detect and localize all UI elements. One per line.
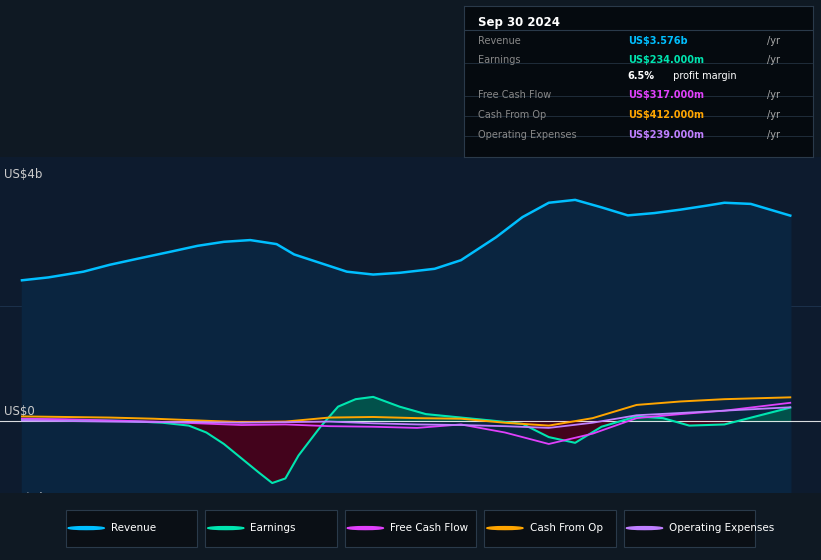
Circle shape [68, 526, 104, 530]
FancyBboxPatch shape [66, 510, 197, 547]
Text: US$239.000m: US$239.000m [628, 129, 704, 139]
Text: /yr: /yr [768, 129, 781, 139]
Text: /yr: /yr [768, 90, 781, 100]
FancyBboxPatch shape [345, 510, 476, 547]
Circle shape [487, 526, 523, 530]
Text: US$412.000m: US$412.000m [628, 110, 704, 120]
Text: US$0: US$0 [4, 405, 34, 418]
Text: Operating Expenses: Operating Expenses [478, 129, 576, 139]
FancyBboxPatch shape [205, 510, 337, 547]
Text: US$317.000m: US$317.000m [628, 90, 704, 100]
Text: Operating Expenses: Operating Expenses [669, 523, 774, 533]
Text: Earnings: Earnings [478, 55, 521, 66]
Text: -US$1b: -US$1b [4, 492, 47, 505]
Circle shape [347, 526, 383, 530]
Text: /yr: /yr [768, 110, 781, 120]
Text: US$3.576b: US$3.576b [628, 36, 687, 46]
Text: Cash From Op: Cash From Op [530, 523, 603, 533]
FancyBboxPatch shape [624, 510, 755, 547]
Circle shape [626, 526, 663, 530]
Text: Earnings: Earnings [250, 523, 296, 533]
FancyBboxPatch shape [484, 510, 616, 547]
Text: 6.5%: 6.5% [628, 71, 655, 81]
Text: /yr: /yr [768, 36, 781, 46]
Text: US$234.000m: US$234.000m [628, 55, 704, 66]
Text: Revenue: Revenue [478, 36, 521, 46]
Text: /yr: /yr [768, 55, 781, 66]
Text: profit margin: profit margin [670, 71, 736, 81]
Circle shape [208, 526, 244, 530]
Text: Free Cash Flow: Free Cash Flow [390, 523, 468, 533]
Text: Revenue: Revenue [111, 523, 156, 533]
Text: Free Cash Flow: Free Cash Flow [478, 90, 551, 100]
Text: Sep 30 2024: Sep 30 2024 [478, 16, 560, 29]
Text: Cash From Op: Cash From Op [478, 110, 546, 120]
Text: US$4b: US$4b [4, 168, 43, 181]
